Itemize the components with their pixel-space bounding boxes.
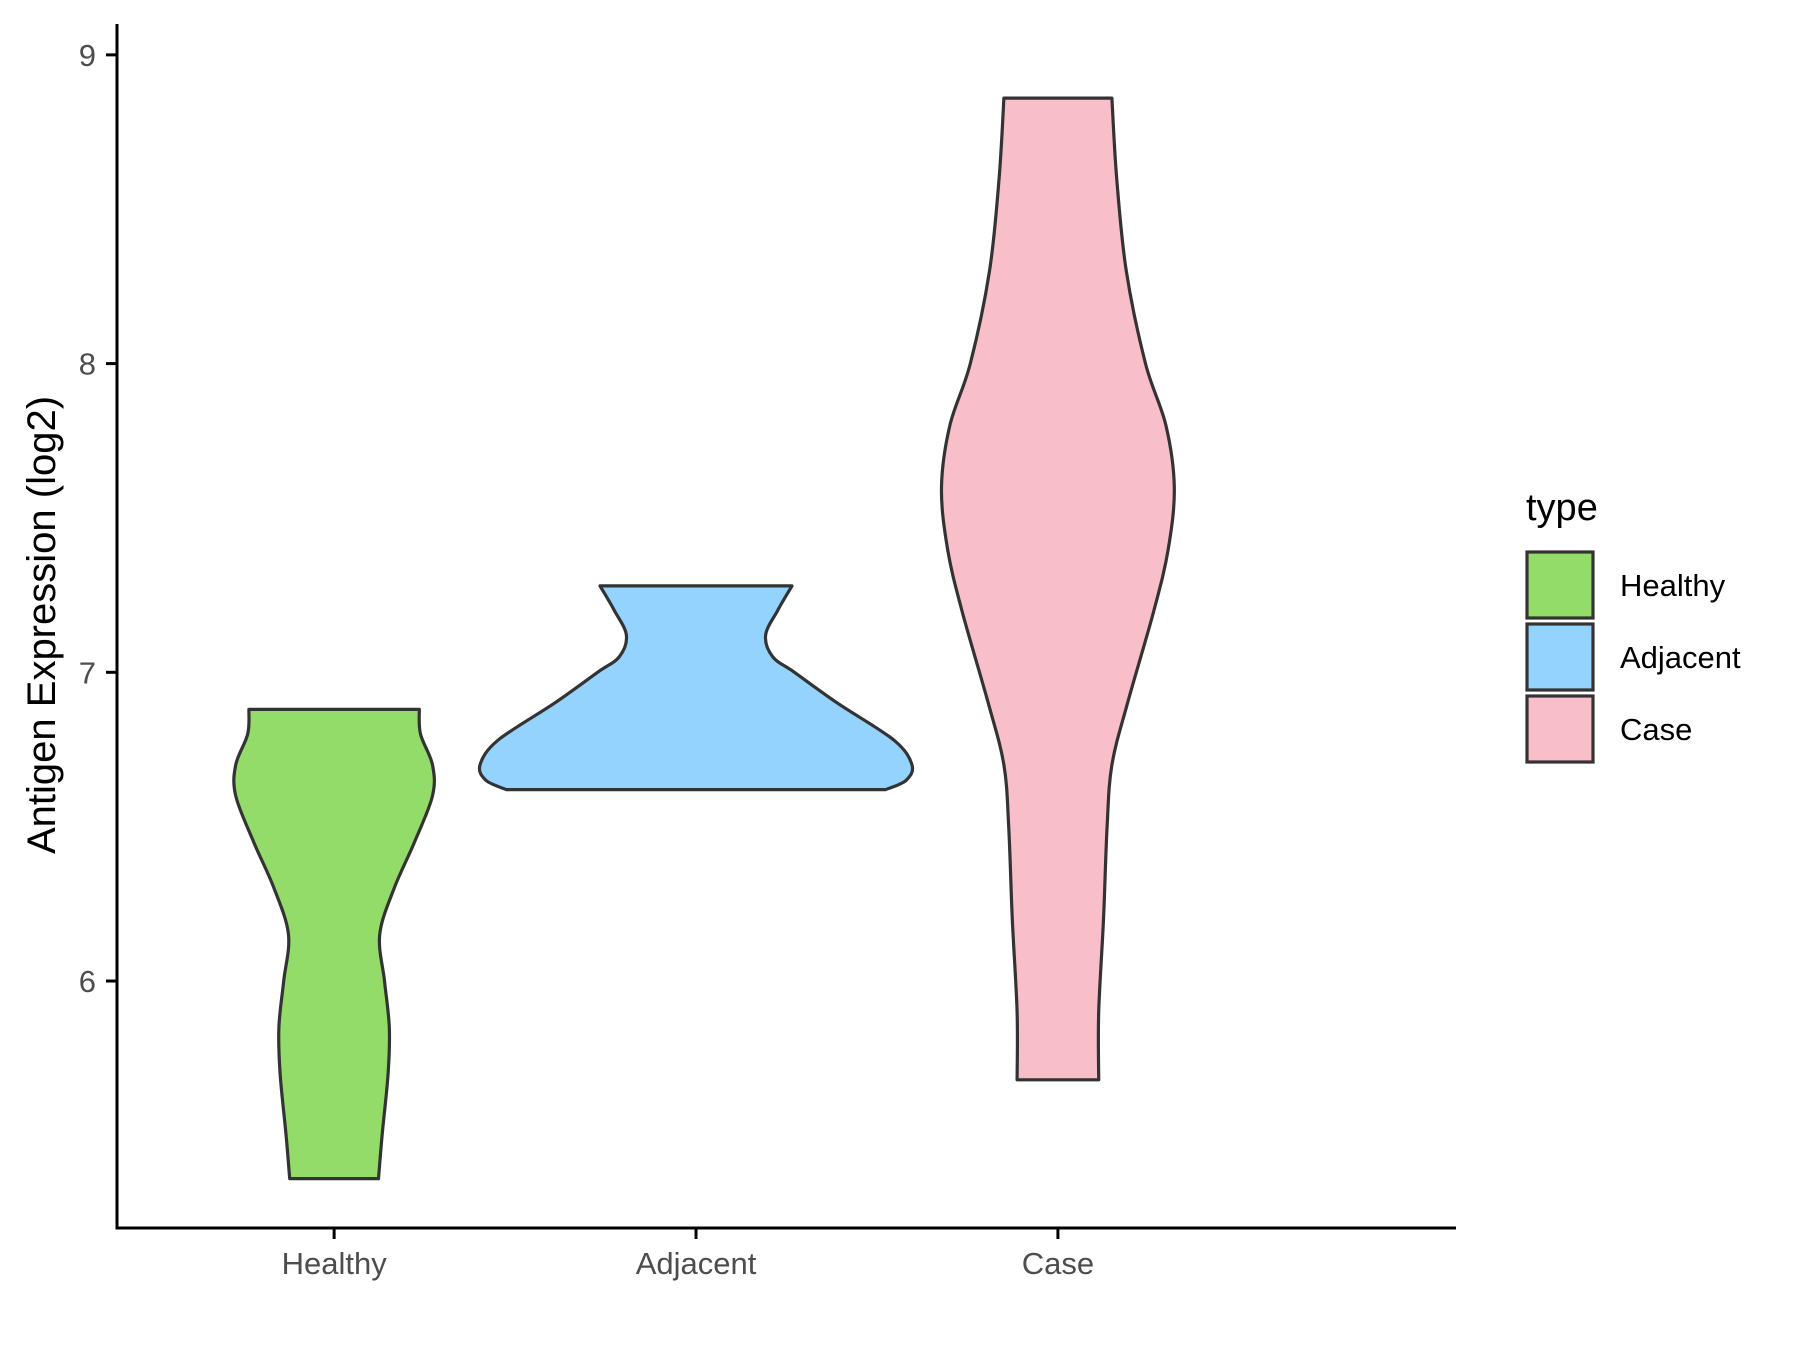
y-axis-title: Antigen Expression (log2) — [20, 396, 64, 854]
legend: type Healthy Adjacent Case — [1525, 487, 1741, 764]
legend-label-healthy: Healthy — [1620, 568, 1726, 603]
y-tick-label: 6 — [79, 964, 96, 999]
legend-swatch-healthy — [1525, 550, 1595, 620]
legend-label-adjacent: Adjacent — [1620, 640, 1741, 675]
legend-swatch-case — [1525, 694, 1595, 764]
x-tick-label-healthy: Healthy — [282, 1246, 388, 1281]
legend-title: type — [1526, 487, 1598, 529]
legend-entries: Healthy Adjacent Case — [1525, 550, 1741, 764]
x-axis-ticks: Healthy Adjacent Case — [282, 1228, 1094, 1281]
y-axis-ticks: 6 7 8 9 — [79, 38, 117, 999]
x-tick-label-adjacent: Adjacent — [636, 1246, 757, 1281]
y-tick-label: 9 — [79, 38, 96, 73]
violin-case — [939, 96, 1176, 1082]
legend-label-case: Case — [1620, 712, 1692, 747]
legend-swatch-adjacent — [1525, 622, 1595, 692]
y-tick-label: 7 — [79, 655, 96, 690]
violin-adjacent — [477, 584, 915, 792]
violin-healthy — [232, 707, 436, 1181]
x-tick-label-case: Case — [1022, 1246, 1094, 1281]
y-tick-label: 8 — [79, 347, 96, 382]
violin-layer — [232, 96, 1176, 1181]
